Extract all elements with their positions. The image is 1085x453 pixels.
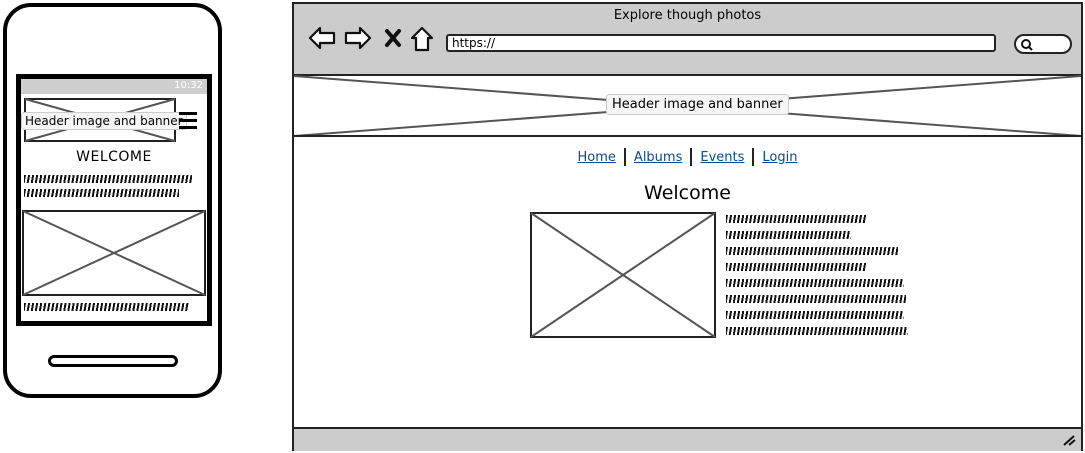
- nav-link-events[interactable]: Events: [700, 149, 745, 165]
- mobile-text-scribble: [24, 175, 192, 183]
- status-time: 10:32: [174, 80, 203, 91]
- browser-toolbar: Explore though photos https://: [294, 4, 1081, 76]
- forward-arrow-icon[interactable]: [344, 26, 372, 50]
- url-bar[interactable]: https://: [446, 34, 996, 52]
- nav-bar: Home Albums Events Login: [294, 148, 1081, 166]
- desktop-text-scribble: [726, 279, 904, 287]
- desktop-image-placeholder: [530, 212, 716, 338]
- desktop-text-scribble: [726, 311, 904, 319]
- mobile-image-placeholder: [22, 210, 206, 296]
- home-icon[interactable]: [410, 26, 434, 52]
- window-title: Explore though photos: [613, 8, 762, 23]
- search-field[interactable]: [1014, 34, 1072, 54]
- stop-icon[interactable]: [384, 28, 402, 48]
- mobile-welcome-heading: WELCOME: [76, 149, 152, 165]
- hamburger-menu-icon[interactable]: [179, 112, 197, 132]
- phone-screen: 10:32 Header image and banner WELCOME: [16, 74, 212, 326]
- nav-link-albums[interactable]: Albums: [633, 149, 683, 165]
- browser-window: Explore though photos https:// Header i: [292, 2, 1083, 451]
- back-arrow-icon[interactable]: [308, 26, 336, 50]
- mobile-text-scribble: [24, 189, 179, 197]
- desktop-text-scribble: [726, 263, 866, 271]
- phone-home-button[interactable]: [48, 355, 178, 367]
- nav-link-home[interactable]: Home: [577, 149, 616, 165]
- status-bar: 10:32: [21, 79, 207, 94]
- desktop-banner-label: Header image and banner: [606, 94, 789, 115]
- desktop-text-scribble: [726, 295, 906, 303]
- mobile-text-scribble: [24, 303, 189, 311]
- resize-handle-icon[interactable]: [1062, 434, 1076, 446]
- desktop-welcome-heading: Welcome: [644, 182, 731, 204]
- desktop-text-scribble: [726, 231, 851, 239]
- desktop-text-scribble: [726, 215, 866, 223]
- desktop-text-scribble: [726, 247, 898, 255]
- nav-divider: [690, 148, 693, 166]
- desktop-text-scribble: [726, 327, 908, 335]
- browser-status-bar: [294, 427, 1081, 451]
- mobile-banner-label: Header image and banner: [21, 112, 187, 130]
- search-icon: [1021, 39, 1033, 51]
- nav-divider: [623, 148, 626, 166]
- nav-link-login[interactable]: Login: [762, 149, 798, 165]
- nav-divider: [752, 148, 755, 166]
